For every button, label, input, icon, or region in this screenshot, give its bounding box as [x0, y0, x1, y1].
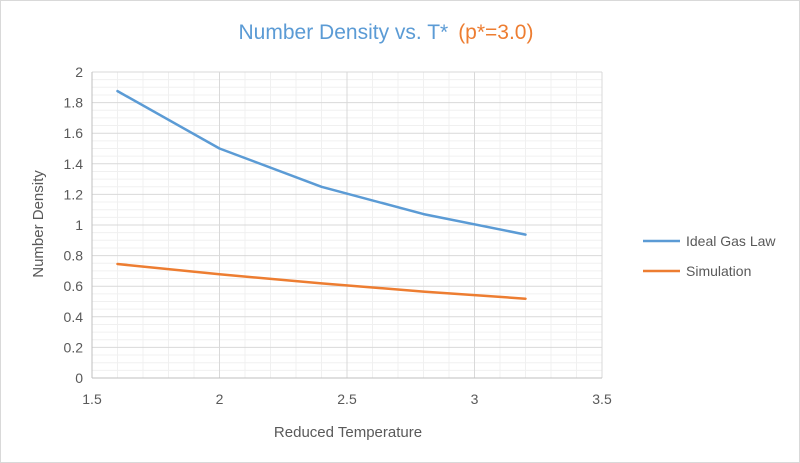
axes-layer — [91, 72, 602, 379]
legend: Ideal Gas Law Simulation — [643, 233, 776, 279]
tick-labels: 0 0.2 0.4 0.6 0.8 1 1.2 1.4 1.6 1.8 2 1.5 2 2.5 3 3.5 — [64, 64, 612, 407]
y-tick-label: 1 — [75, 217, 83, 233]
chart-title-suffix: (p*=3.0) — [458, 21, 533, 44]
y-tick-label: 0.8 — [64, 248, 84, 264]
legend-label: Simulation — [686, 263, 751, 279]
x-tick-label: 3 — [471, 391, 479, 407]
x-tick-label: 3.5 — [592, 391, 612, 407]
y-tick-label: 0 — [75, 370, 83, 386]
y-tick-label: 0.4 — [64, 309, 84, 325]
y-tick-label: 1.6 — [64, 125, 84, 141]
y-tick-label: 1.2 — [64, 186, 84, 202]
y-tick-label: 0.2 — [64, 339, 84, 355]
y-tick-label: 0.6 — [64, 278, 84, 294]
x-tick-label: 2.5 — [337, 391, 357, 407]
chart-title-main: Number Density vs. T* — [239, 21, 449, 44]
chart-title: Number Density vs. T* (p*=3.0) — [239, 21, 534, 44]
x-tick-label: 1.5 — [82, 391, 102, 407]
x-axis-label: Reduced Temperature — [274, 424, 422, 441]
series-layer — [116, 89, 527, 300]
y-axis-label: Number Density — [30, 170, 47, 278]
x-tick-label: 2 — [216, 391, 224, 407]
series-line-ideal-gas-law — [116, 89, 527, 236]
legend-label: Ideal Gas Law — [686, 233, 776, 249]
y-tick-label: 1.4 — [64, 156, 84, 172]
series-line-simulation — [116, 262, 527, 300]
y-tick-label: 1.8 — [64, 95, 84, 111]
grid-layer — [91, 71, 603, 379]
y-tick-label: 2 — [75, 64, 83, 80]
